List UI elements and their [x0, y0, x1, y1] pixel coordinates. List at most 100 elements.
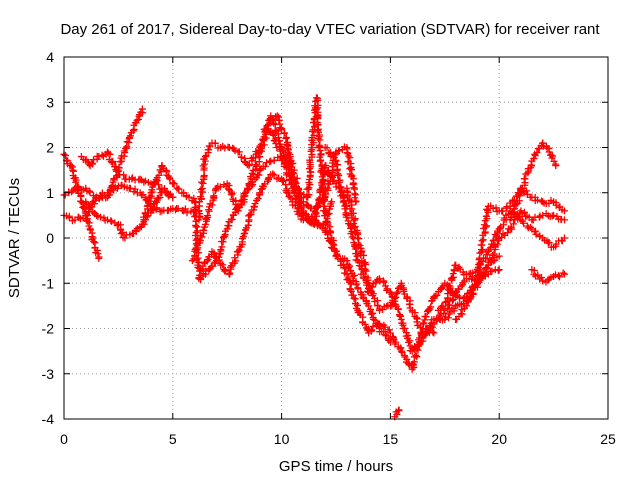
- data-point: [344, 192, 352, 200]
- data-point: [350, 216, 358, 224]
- data-point: [401, 324, 409, 332]
- data-point: [443, 297, 451, 305]
- data-point: [198, 184, 206, 192]
- data-point: [362, 297, 370, 305]
- data-point: [169, 193, 177, 201]
- data-point: [339, 260, 347, 268]
- data-point: [495, 252, 503, 260]
- data-point: [510, 220, 518, 228]
- data-point: [270, 171, 278, 179]
- data-point: [554, 272, 562, 280]
- data-point: [261, 125, 269, 133]
- data-point: [521, 175, 529, 183]
- x-tick-label: 5: [169, 431, 177, 447]
- data-point: [94, 250, 102, 258]
- data-point: [235, 148, 243, 156]
- data-point: [329, 240, 337, 248]
- y-tick-label: -2: [42, 321, 55, 337]
- data-point: [131, 185, 139, 193]
- data-point: [215, 256, 223, 264]
- data-point: [429, 323, 437, 331]
- data-point: [67, 162, 75, 170]
- data-point: [339, 198, 347, 206]
- data-point: [161, 188, 169, 196]
- data-point: [232, 257, 240, 265]
- data-point: [170, 180, 178, 188]
- data-point: [332, 157, 340, 165]
- data-point: [520, 208, 528, 216]
- data-point: [108, 217, 116, 225]
- y-tick-label: -1: [42, 275, 55, 291]
- data-point: [523, 187, 531, 195]
- data-point: [320, 194, 328, 202]
- data-point: [191, 206, 199, 214]
- data-point: [493, 240, 501, 248]
- data-point: [556, 273, 564, 281]
- data-point: [278, 124, 286, 132]
- data-point: [396, 312, 404, 320]
- data-point: [446, 282, 454, 290]
- data-point: [221, 267, 229, 275]
- data-point: [263, 159, 271, 167]
- data-point: [313, 204, 321, 212]
- data-point: [203, 211, 211, 219]
- data-point: [120, 171, 128, 179]
- data-point: [190, 194, 198, 202]
- data-point: [314, 202, 322, 210]
- chart-title: Day 261 of 2017, Sidereal Day-to-day VTE…: [60, 21, 600, 38]
- data-point: [87, 203, 95, 211]
- data-point: [457, 282, 465, 290]
- data-point: [83, 212, 91, 220]
- y-tick-label: 2: [46, 140, 54, 156]
- data-point: [527, 161, 535, 169]
- data-point: [413, 318, 421, 326]
- data-point: [380, 278, 388, 286]
- data-point: [287, 181, 295, 189]
- data-point: [255, 171, 263, 179]
- data-point: [261, 162, 269, 170]
- data-point: [475, 265, 483, 273]
- data-point: [353, 252, 361, 260]
- data-point: [126, 184, 134, 192]
- data-point: [393, 289, 401, 297]
- data-point: [97, 193, 105, 201]
- data-point: [319, 169, 327, 177]
- data-point: [319, 198, 327, 206]
- data-point: [110, 186, 118, 194]
- data-point: [490, 250, 498, 258]
- x-tick-label: 20: [491, 431, 507, 447]
- data-point: [323, 218, 331, 226]
- data-point: [227, 191, 235, 199]
- data-point: [256, 166, 264, 174]
- data-point: [361, 320, 369, 328]
- data-point: [97, 213, 105, 221]
- data-point: [286, 176, 294, 184]
- data-point: [270, 119, 278, 127]
- data-point: [165, 174, 173, 182]
- data-point: [251, 154, 259, 162]
- data-point: [226, 269, 234, 277]
- x-tick-label: 0: [60, 431, 68, 447]
- data-point: [152, 198, 160, 206]
- data-point: [395, 406, 403, 414]
- data-point: [330, 241, 338, 249]
- data-point: [304, 185, 312, 193]
- data-point: [355, 240, 363, 248]
- data-point: [256, 189, 264, 197]
- data-point: [441, 298, 449, 306]
- data-point: [225, 144, 233, 151]
- data-point: [245, 160, 253, 168]
- data-point: [394, 305, 402, 313]
- data-point: [489, 251, 497, 259]
- data-point: [149, 183, 157, 191]
- data-point: [316, 136, 324, 144]
- data-point: [347, 280, 355, 288]
- data-point: [350, 272, 358, 280]
- y-tick-label: -4: [42, 411, 55, 427]
- data-point: [537, 273, 545, 281]
- data-point: [174, 205, 182, 213]
- data-point: [185, 193, 193, 201]
- x-tick-label: 10: [274, 431, 290, 447]
- data-point: [89, 160, 97, 168]
- data-point: [559, 269, 567, 277]
